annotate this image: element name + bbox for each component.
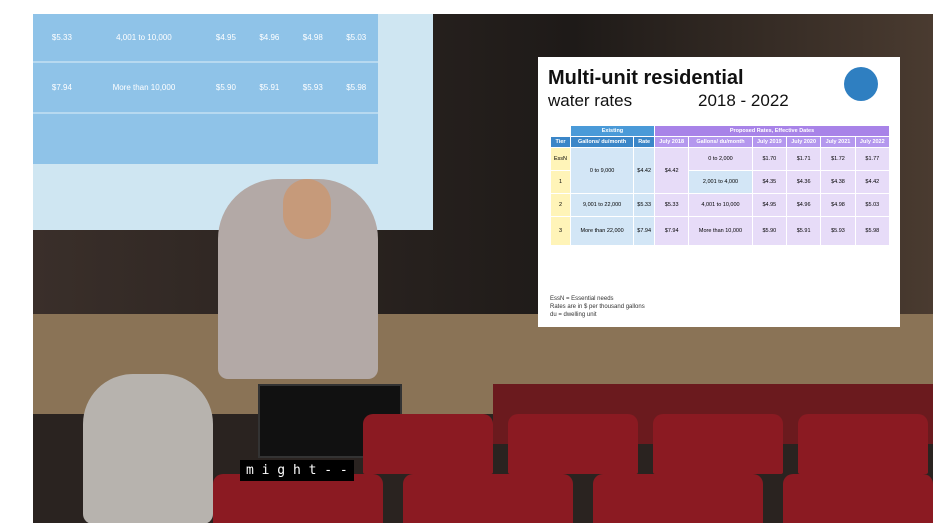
table-cell: $1.77: [855, 148, 889, 171]
table-cell: $5.93: [821, 217, 855, 246]
speaker-head: [283, 179, 331, 239]
slide-years: 2018 - 2022: [698, 91, 789, 111]
column-header: Tier: [551, 137, 571, 148]
column-header: July 2019: [752, 137, 786, 148]
table-cell: $4.42: [655, 148, 689, 194]
table-cell: $5.03: [855, 194, 889, 217]
table-cell: $1.70: [752, 148, 786, 171]
table-cell: EssN: [551, 148, 571, 171]
rate-table: Existing Proposed Rates, Effective Dates…: [550, 125, 890, 246]
background-cell: [33, 14, 40, 62]
table-cell: 2,001 to 4,000: [689, 171, 752, 194]
table-cell: $7.94: [655, 217, 689, 246]
table-cell: 1: [551, 171, 571, 194]
table-cell: $1.71: [786, 148, 820, 171]
background-cell: [33, 62, 40, 113]
table-cell: More than 22,000: [570, 217, 633, 246]
chair: [798, 414, 928, 474]
column-header: July 2018: [655, 137, 689, 148]
slide-title: Multi-unit residential: [548, 67, 744, 90]
table-cell: $4.35: [752, 171, 786, 194]
slide-overlay: Multi-unit residential water rates 2018 …: [538, 57, 900, 327]
background-cell: $5.33: [40, 14, 83, 62]
chair: [363, 414, 493, 474]
building-icon: [844, 67, 878, 101]
background-cell: $4.98: [291, 14, 334, 62]
table-cell: $7.94: [634, 217, 655, 246]
group-header: Proposed Rates, Effective Dates: [655, 126, 890, 137]
table-cell: $4.95: [752, 194, 786, 217]
background-cell: $5.90: [204, 62, 247, 113]
background-cell: More than 10,000: [84, 62, 205, 113]
background-cell: 4,001 to 10,000: [84, 14, 205, 62]
table-cell: $5.33: [655, 194, 689, 217]
table-cell: $5.91: [786, 217, 820, 246]
table-cell: $5.33: [634, 194, 655, 217]
slide-subtitle: water rates: [548, 91, 632, 111]
background-cell: $7.94: [40, 62, 83, 113]
chair: [653, 414, 783, 474]
table-cell: $1.72: [821, 148, 855, 171]
background-cell: $5.98: [334, 62, 378, 113]
chair: [783, 474, 933, 523]
table-cell: $4.42: [855, 171, 889, 194]
table-cell: 0 to 9,000: [570, 148, 633, 194]
table-cell: 0 to 2,000: [689, 148, 752, 171]
chair: [213, 474, 383, 523]
table-cell: 9,001 to 22,000: [570, 194, 633, 217]
caption: m i g h t - -: [240, 460, 354, 481]
column-header: July 2020: [786, 137, 820, 148]
audience-member: [83, 374, 213, 523]
background-cell: $5.91: [248, 62, 291, 113]
background-cell: $5.03: [334, 14, 378, 62]
group-header: Existing: [570, 126, 654, 137]
background-cell: $5.93: [291, 62, 334, 113]
chair: [508, 414, 638, 474]
screenshot: $5.334,001 to 10,000$4.95$4.96$4.98$5.03…: [0, 0, 941, 523]
table-cell: 4,001 to 10,000: [689, 194, 752, 217]
table-cell: 2: [551, 194, 571, 217]
table-cell: $5.98: [855, 217, 889, 246]
table-cell: $4.96: [786, 194, 820, 217]
column-header: July 2021: [821, 137, 855, 148]
background-cell: $4.95: [204, 14, 247, 62]
column-header: Gallons/ du/month: [689, 137, 752, 148]
column-header: Gallons/ du/month: [570, 137, 633, 148]
table-cell: $4.98: [821, 194, 855, 217]
note: du = dwelling unit: [550, 311, 645, 319]
column-header: July 2022: [855, 137, 889, 148]
table-cell: More than 10,000: [689, 217, 752, 246]
chair: [403, 474, 573, 523]
chair: [593, 474, 763, 523]
note: EssN = Essential needs: [550, 295, 645, 303]
note: Rates are in $ per thousand gallons: [550, 303, 645, 311]
table-cell: $4.38: [821, 171, 855, 194]
table-cell: $4.42: [634, 148, 655, 194]
table-cell: 3: [551, 217, 571, 246]
background-cell: $4.96: [248, 14, 291, 62]
table-cell: $4.36: [786, 171, 820, 194]
column-header: Rate: [634, 137, 655, 148]
table-cell: $5.90: [752, 217, 786, 246]
